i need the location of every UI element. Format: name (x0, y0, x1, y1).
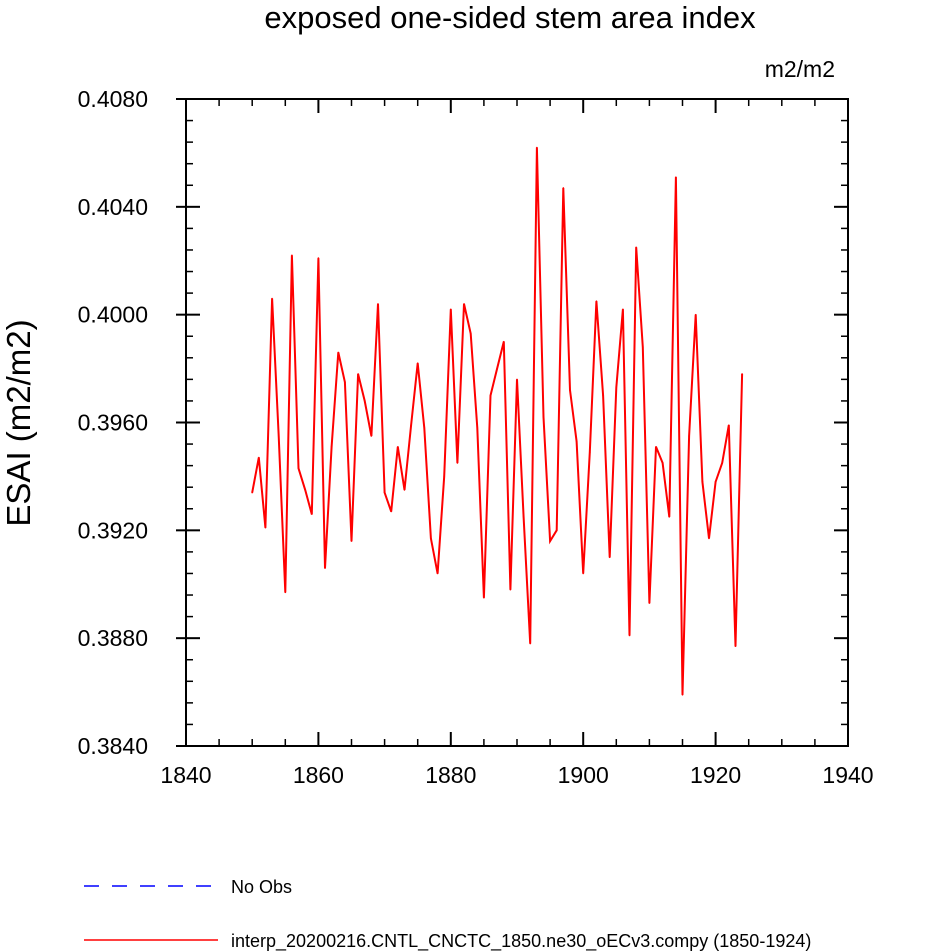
data-point (721, 462, 724, 464)
data-point (569, 389, 571, 391)
data-point (337, 351, 340, 354)
data-point (463, 303, 465, 305)
data-point (430, 537, 432, 540)
y-tick-label: 0.4000 (78, 302, 148, 328)
data-point (310, 513, 313, 515)
data-series (251, 146, 744, 696)
y-axis-label: ESAI (m2/m2) (0, 319, 37, 526)
axis-ticks: 1840 1860 1880 1900 1920 1940 0.3840 0.3880 0.39… (78, 86, 874, 788)
data-point (397, 445, 399, 448)
data-point (496, 367, 498, 370)
data-point (443, 475, 445, 478)
data-point (317, 257, 320, 259)
data-point (708, 537, 710, 540)
data-point (350, 540, 353, 542)
legend-label-model: interp_20200216.CNTL_CNCTC_1850.ne30_oEC… (231, 931, 811, 952)
data-point (370, 435, 373, 437)
data-point (562, 187, 565, 189)
data-point (264, 526, 267, 529)
data-point (575, 440, 578, 443)
data-point (542, 416, 545, 418)
data-point (469, 332, 472, 335)
data-point (589, 451, 591, 453)
y-tick-label: 0.4040 (78, 194, 148, 220)
x-tick-label: 1880 (425, 762, 476, 788)
data-point (271, 297, 273, 300)
y-tick-label: 0.3880 (78, 625, 148, 651)
data-point (344, 381, 346, 383)
data-point (661, 462, 664, 464)
data-point (529, 642, 532, 645)
data-point (416, 362, 419, 364)
data-point (635, 246, 637, 249)
data-point (734, 645, 737, 648)
x-tick-label: 1900 (558, 762, 609, 788)
x-tick-label: 1920 (690, 762, 741, 788)
data-point (628, 634, 631, 637)
data-point (390, 510, 393, 513)
legend: No Obs interp_20200216.CNTL_CNCTC_1850.n… (84, 877, 811, 952)
data-point (688, 435, 690, 437)
y-tick-label: 0.3920 (78, 517, 148, 543)
data-point (549, 540, 551, 542)
data-point (648, 602, 651, 604)
data-point (297, 467, 300, 470)
data-point (483, 596, 485, 599)
data-point (728, 424, 730, 426)
data-point (536, 146, 538, 149)
y-tick-label: 0.3960 (78, 410, 148, 436)
data-point (324, 567, 326, 569)
data-point (377, 303, 379, 305)
data-point (456, 462, 459, 464)
data-point (304, 489, 306, 491)
data-point (555, 529, 558, 532)
data-point (476, 427, 479, 429)
series-line (251, 147, 744, 695)
y-tick-label: 0.4080 (78, 86, 148, 112)
data-point (436, 572, 439, 575)
data-point (694, 313, 697, 316)
data-point (410, 424, 412, 426)
data-point (608, 556, 611, 559)
data-point (357, 373, 359, 375)
data-point (258, 456, 260, 459)
data-point (681, 693, 684, 696)
data-point (522, 516, 525, 518)
data-point (502, 340, 505, 343)
plot-frame (185, 98, 849, 747)
data-point (714, 481, 717, 483)
data-point (602, 394, 604, 397)
units-label: m2/m2 (765, 56, 835, 82)
data-point (450, 308, 452, 311)
data-point (423, 427, 426, 429)
data-point (641, 346, 644, 348)
data-point (622, 308, 624, 311)
chart-title: exposed one-sided stem area index (264, 0, 756, 35)
x-tick-label: 1840 (160, 762, 211, 788)
data-point (284, 591, 287, 594)
data-point (701, 481, 704, 483)
data-point (363, 400, 366, 402)
data-point (489, 394, 492, 397)
data-point (516, 378, 518, 381)
data-point (403, 489, 406, 491)
data-point (509, 588, 512, 591)
data-point (595, 300, 598, 302)
data-point (291, 254, 293, 257)
data-point (251, 491, 253, 494)
y-tick-label: 0.3840 (78, 733, 148, 759)
data-point (383, 491, 386, 494)
data-point (741, 373, 743, 375)
data-point (615, 386, 618, 389)
data-point (582, 572, 584, 575)
data-point (330, 445, 333, 448)
data-point (655, 445, 657, 448)
x-tick-label: 1860 (293, 762, 344, 788)
data-point (668, 516, 671, 518)
data-point (277, 435, 280, 437)
data-point (675, 176, 677, 178)
x-tick-label: 1940 (822, 762, 873, 788)
legend-label-no-obs: No Obs (231, 877, 292, 897)
